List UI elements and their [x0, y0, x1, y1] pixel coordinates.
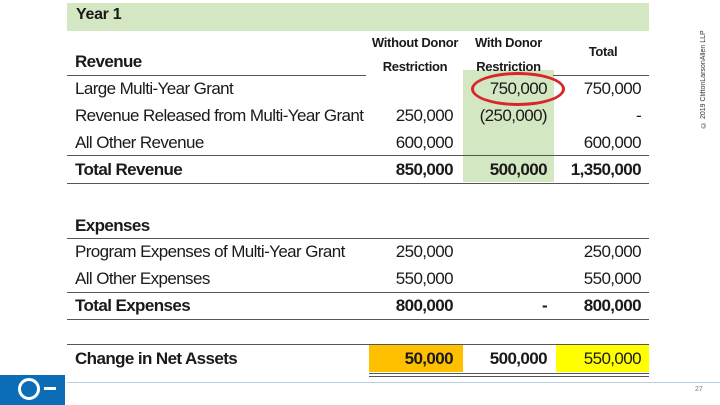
total-expenses-bottom-rule [67, 319, 649, 320]
total-revenue-bottom-rule [67, 183, 649, 184]
net-assets-double-rule-1 [369, 373, 649, 374]
expenses-heading-rule [67, 238, 649, 239]
total-revenue-rule [67, 155, 649, 156]
cla-logo-icon [0, 375, 65, 405]
table-row: All Other Revenue 600,000 600,000 [75, 133, 642, 152]
page-number: 27 [695, 386, 703, 393]
annotation-circle [471, 72, 565, 106]
year-header-bar [67, 3, 649, 31]
table-row: Revenue Released from Multi-Year Grant 2… [75, 106, 642, 125]
net-assets-total-highlight [556, 345, 649, 372]
copyright-notice: © 2019 CliftonLarsonAllen LLP [700, 30, 707, 128]
net-assets-row: Change in Net Assets 50,000 500,000 550,… [75, 349, 642, 368]
revenue-heading-rule [67, 75, 366, 76]
column-header-with-restriction: With Donor Restriction [475, 35, 542, 74]
net-assets-without-highlight [369, 345, 463, 372]
table-row: Program Expenses of Multi-Year Grant 250… [75, 242, 642, 261]
expenses-heading: Expenses [75, 216, 150, 235]
footer-rule [67, 382, 720, 383]
table-row: All Other Expenses 550,000 550,000 [75, 269, 642, 288]
column-header-total: Total [588, 44, 618, 59]
total-expenses-row: Total Expenses 800,000 - 800,000 [75, 296, 642, 315]
total-expenses-rule [67, 292, 649, 293]
column-header-without-restriction: Without Donor Restriction [371, 35, 459, 74]
net-assets-top-rule [67, 344, 649, 345]
total-revenue-row: Total Revenue 850,000 500,000 1,350,000 [75, 160, 642, 179]
revenue-heading: Revenue [75, 52, 142, 71]
revenue-heading-rule-total [553, 75, 649, 76]
year-title: Year 1 [76, 6, 122, 23]
net-assets-double-rule-2 [369, 376, 649, 377]
